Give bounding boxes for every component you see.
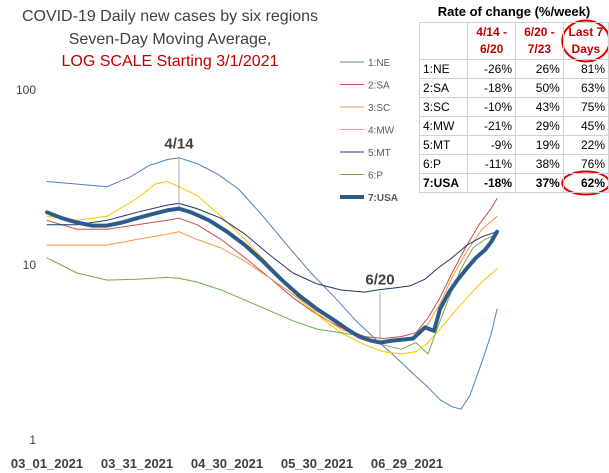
table-cell: 26% [515, 59, 564, 79]
table-row-label: 1:NE [418, 59, 469, 79]
table-cell: 63% [562, 78, 609, 98]
chart-subtitle: Seven-Day Moving Average, [0, 31, 340, 49]
table-row-label: 5:MT [418, 135, 469, 155]
table-header-period-1: 4/14 -6/20 [467, 22, 517, 60]
table-cell: 62% [562, 173, 609, 193]
series-line-1ne [46, 157, 498, 410]
legend-label: 2:SA [368, 81, 390, 92]
legend-label: 6:P [368, 171, 383, 182]
table-caption-row: Rate of change (%/week) [419, 0, 609, 23]
legend-label: 3:SC [368, 103, 390, 114]
chart-subtitle-note: LOG SCALE Starting 3/1/2021 [61, 53, 279, 70]
legend: 1:NE 2:SA 3:SC 4:MW 5:MT 6:P 7:USA [340, 58, 398, 204]
rate-of-change-table: Rate of change (%/week) 4/14 -6/20 6/20 … [418, 0, 609, 193]
x-tick-label: 05_30_2021 [281, 456, 353, 471]
chart-title: COVID-19 Daily new cases by six regions [21, 8, 319, 25]
legend-label: 7:USA [368, 193, 398, 204]
table-row-label: 4:MW [418, 116, 469, 136]
table-cell: 75% [562, 97, 609, 117]
table-cell: 19% [515, 135, 564, 155]
y-tick-labels: 100 10 1 [16, 83, 36, 447]
table-caption: Rate of change (%/week) [419, 0, 609, 23]
x-tick-label: 03_31_2021 [101, 456, 173, 471]
y-tick-label: 100 [16, 83, 36, 97]
table-cell: -18% [467, 173, 517, 193]
table-row-label: 7:USA [418, 173, 469, 193]
subtitle-comma: , [266, 31, 272, 48]
table-cell: 43% [515, 97, 564, 117]
table-header-blank [418, 22, 469, 60]
table-header-row: 4/14 -6/20 6/20 -7/23 Last 7 Days [418, 22, 609, 60]
table-cell: -26% [467, 59, 517, 79]
table-cell: -11% [467, 154, 517, 174]
table-row: 3:SC -10% 43% 75% [418, 97, 609, 117]
table-row-label: 2:SA [418, 78, 469, 98]
table-row: 2:SA -18% 50% 63% [418, 78, 609, 98]
table-cell: -21% [467, 116, 517, 136]
annotation-label: 4/14 [164, 136, 194, 153]
series-line-6p [46, 233, 498, 355]
series-line-4mw [46, 181, 498, 355]
series-line-3sc [46, 215, 498, 344]
table-cell: 45% [562, 116, 609, 136]
series-line-5mt [46, 202, 498, 293]
table-row: 6:P -11% 38% 76% [418, 154, 609, 174]
x-tick-labels: 03_01_2021 03_31_2021 04_30_2021 05_30_2021… [11, 456, 443, 471]
table-body: 1:NE -26% 26% 81% 2:SA -18% 50% 63% 3:SC -10% 43% 7… [418, 59, 609, 193]
y-tick-label: 10 [23, 258, 37, 272]
table-row: 7:USA -18% 37% 62% [418, 173, 609, 193]
table-row: 5:MT -9% 19% 22% [418, 135, 609, 155]
table-cell: 22% [562, 135, 609, 155]
legend-label: 4:MW [368, 126, 395, 137]
annotation-label: 6/20 [365, 272, 394, 289]
table-row-label: 3:SC [418, 97, 469, 117]
table-header-period-2: 6/20 -7/23 [515, 22, 564, 60]
subtitle-text: Seven-Day Moving Average [68, 31, 267, 48]
table-cell: -18% [467, 78, 517, 98]
table-row-label: 6:P [418, 154, 469, 174]
x-tick-label: 03_01_2021 [11, 456, 83, 471]
table-cell: -9% [467, 135, 517, 155]
x-tick-label: 06_29_2021 [371, 456, 443, 471]
table-header-last-7-days: Last 7 Days [562, 22, 609, 60]
table-cell: 29% [515, 116, 564, 136]
legend-label: 5:MT [368, 148, 391, 159]
series-line-7usa [45, 206, 499, 345]
table-cell: -10% [467, 97, 517, 117]
x-tick-label: 04_30_2021 [191, 456, 263, 471]
y-tick-label: 1 [29, 433, 36, 447]
annotations: 4/14 6/20 [164, 136, 395, 341]
table-cell: 76% [562, 154, 609, 174]
table-row: 1:NE -26% 26% 81% [418, 59, 609, 79]
table-cell: 37% [515, 173, 564, 193]
table-row: 4:MW -21% 29% 45% [418, 116, 609, 136]
table-cell: 50% [515, 78, 564, 98]
legend-label: 1:NE [368, 58, 391, 69]
table-cell: 38% [515, 154, 564, 174]
table-cell: 81% [562, 59, 609, 79]
series-lines [45, 157, 499, 410]
